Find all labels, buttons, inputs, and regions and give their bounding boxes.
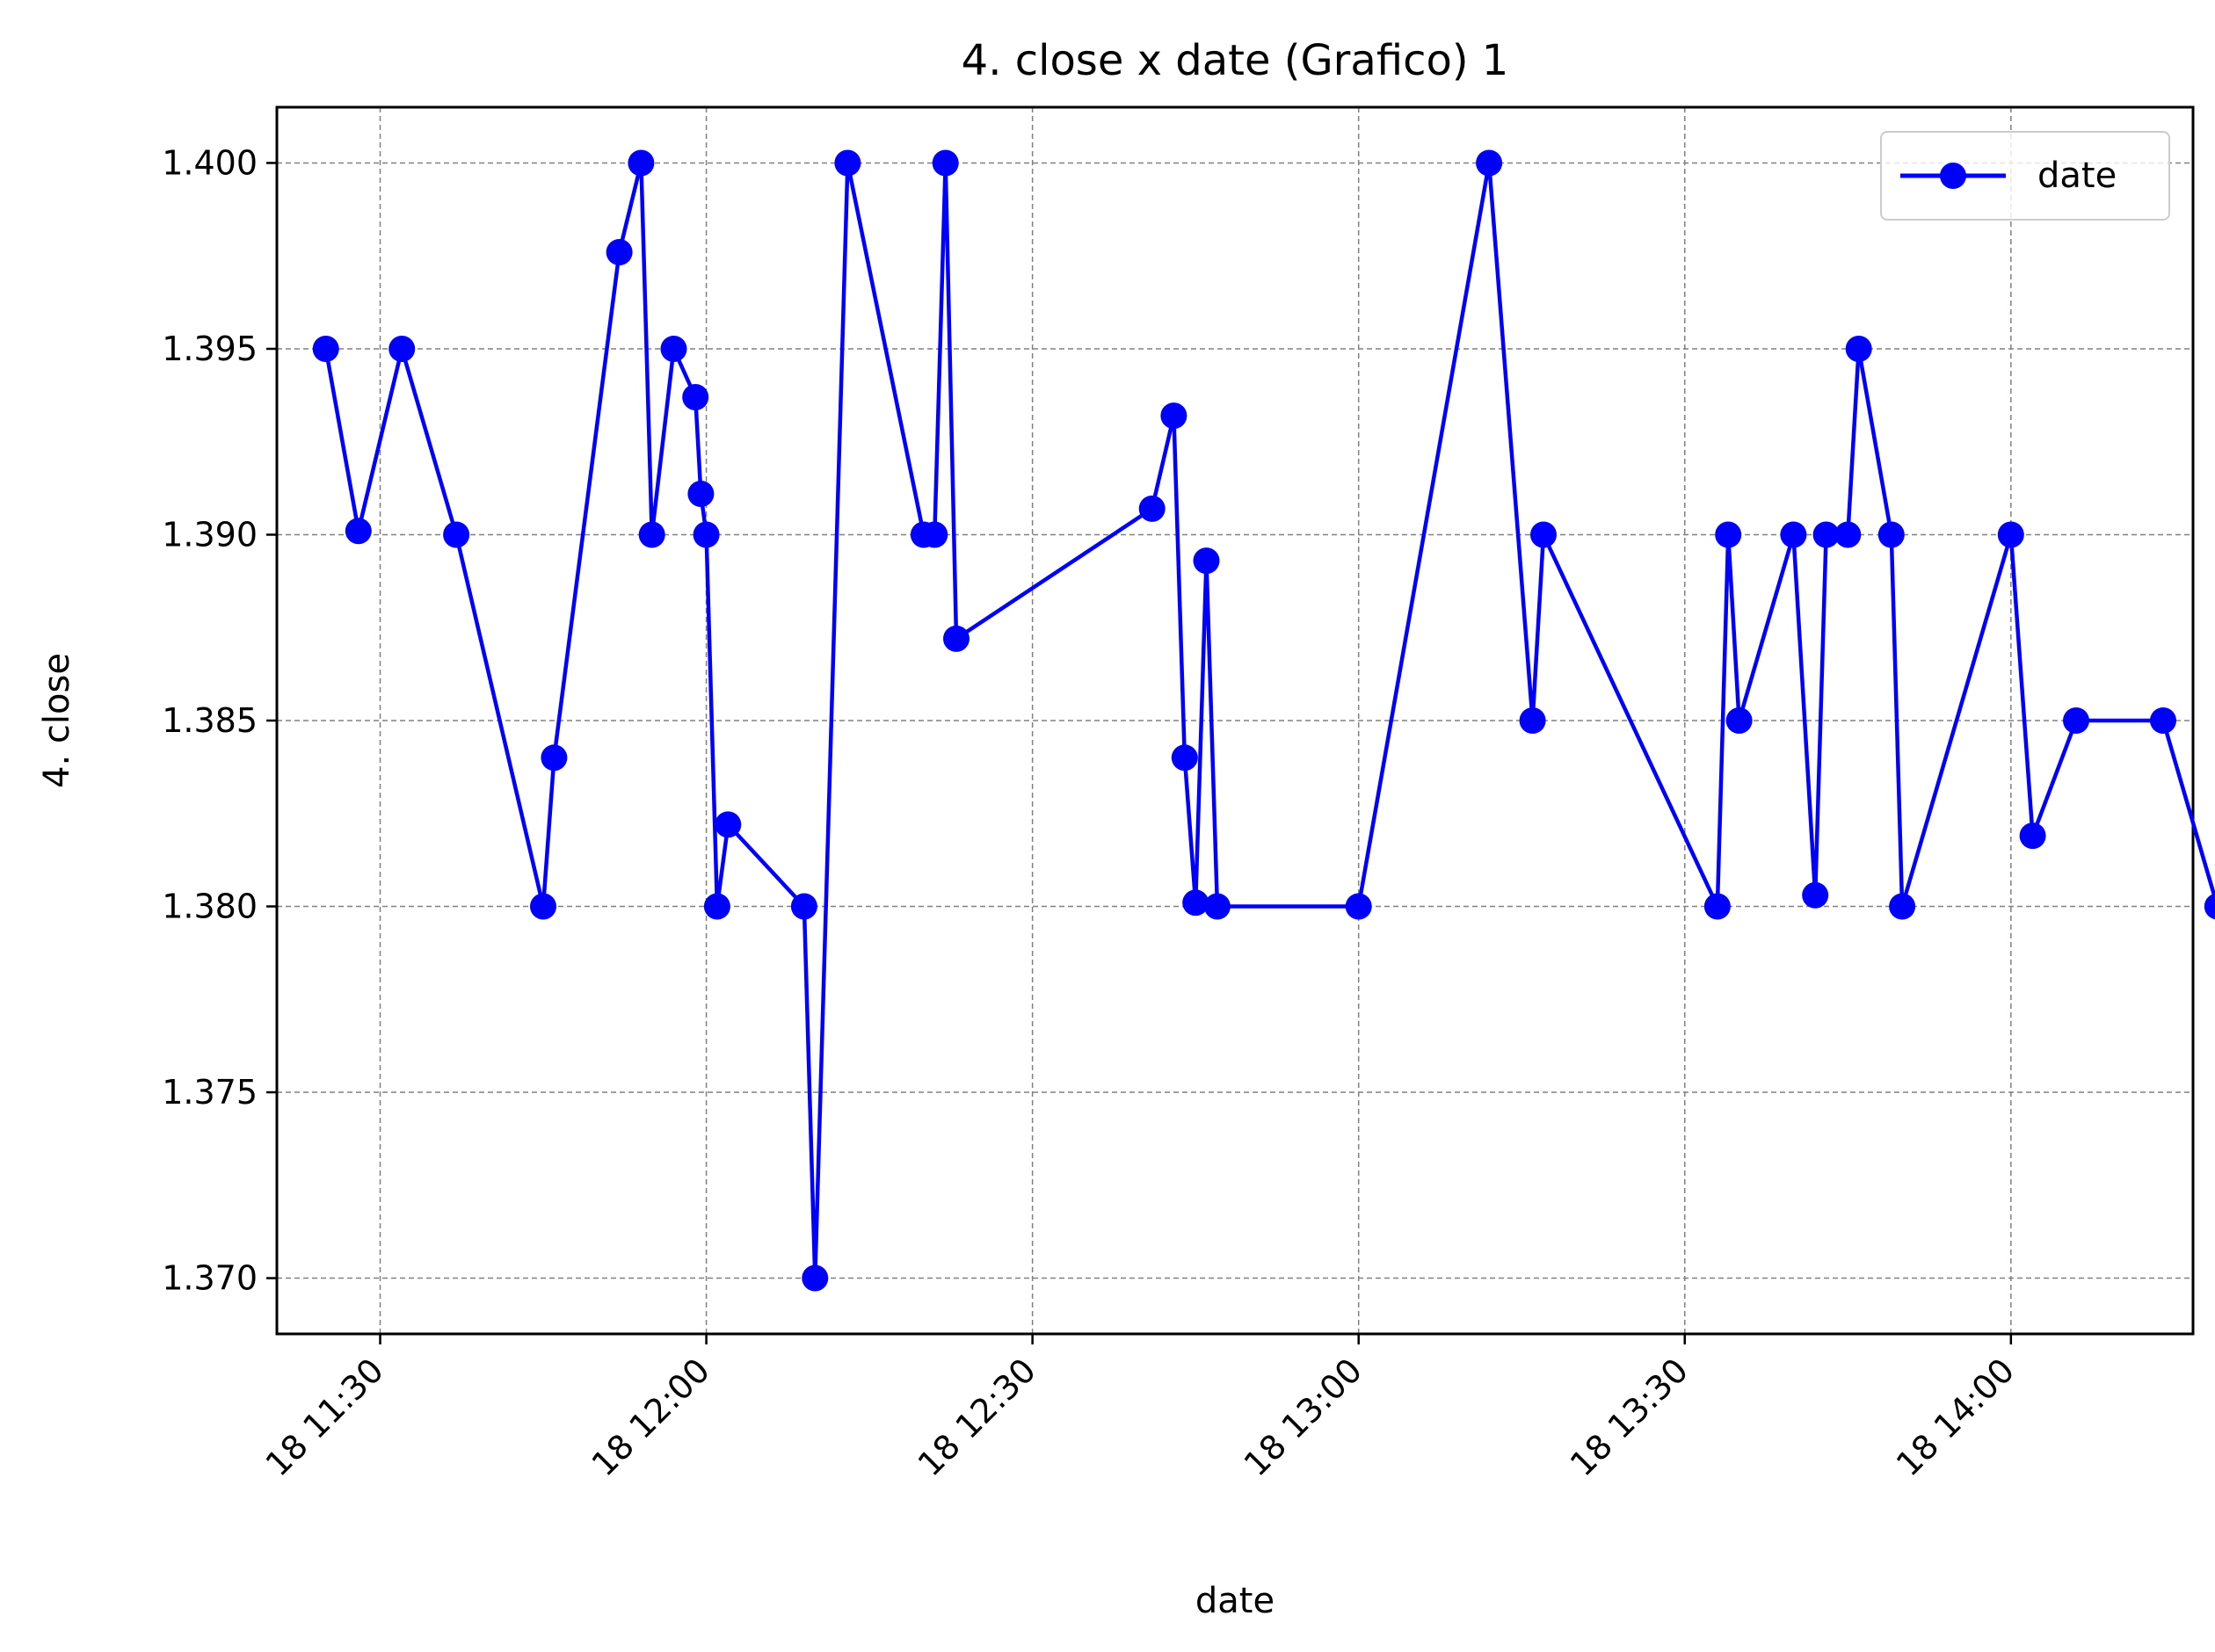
data-point: [2019, 822, 2046, 850]
data-point: [802, 1264, 829, 1292]
data-point: [1193, 547, 1220, 575]
data-point: [541, 744, 568, 772]
y-tick-label: 1.380: [162, 888, 258, 926]
data-point: [1703, 893, 1731, 920]
legend: date: [1880, 131, 2170, 221]
data-point: [628, 149, 655, 177]
data-point: [943, 625, 970, 652]
y-axis-label: 4. close: [37, 653, 77, 788]
grid-lines: [277, 107, 2193, 1334]
data-point: [1530, 521, 1557, 548]
data-point: [1845, 336, 1872, 362]
data-point: [790, 893, 817, 920]
data-point: [1138, 495, 1166, 522]
data-point: [2150, 707, 2176, 734]
data-point: [703, 893, 730, 920]
legend-box: [1880, 131, 2170, 221]
data-point: [1997, 521, 2024, 548]
data-point: [2204, 893, 2215, 920]
data-point: [682, 384, 709, 410]
y-tick-label: 1.375: [162, 1073, 258, 1112]
data-point: [1182, 889, 1209, 917]
data-point: [638, 521, 665, 548]
y-tick-label: 1.385: [162, 701, 258, 740]
data-point: [660, 336, 687, 362]
data-point: [606, 239, 633, 265]
data-point: [1834, 521, 1862, 548]
data-point: [1203, 893, 1231, 920]
y-tick-label: 1.400: [162, 143, 258, 182]
data-point: [693, 521, 720, 548]
chart-title: 4. close x date (Grafico) 1: [962, 36, 1509, 85]
data-point: [1780, 521, 1807, 548]
x-axis-label: date: [1195, 1581, 1275, 1621]
data-point: [1802, 881, 1829, 909]
data-point: [1889, 893, 1916, 920]
data-point: [1877, 521, 1905, 548]
legend-label: date: [2037, 156, 2117, 196]
data-point: [834, 149, 861, 177]
data-point: [443, 521, 470, 548]
data-point: [1715, 521, 1742, 548]
y-tick-label: 1.390: [162, 515, 258, 554]
data-series: [312, 149, 2215, 1292]
data-point: [1171, 744, 1198, 772]
data-point: [389, 336, 416, 362]
data-point: [1725, 707, 1753, 734]
data-point: [1160, 402, 1187, 430]
y-axis-ticks: 1.370 1.375 1.380 1.385 1.390 1.395 1.400: [162, 143, 277, 1298]
data-point: [530, 893, 556, 920]
data-point: [687, 481, 715, 507]
data-point: [312, 336, 339, 362]
y-tick-label: 1.370: [162, 1259, 258, 1298]
data-point: [921, 521, 948, 548]
data-point: [1476, 149, 1503, 177]
data-point: [1519, 707, 1546, 734]
y-tick-label: 1.395: [162, 330, 258, 368]
data-point: [2063, 707, 2089, 734]
data-point: [932, 149, 959, 177]
data-point: [345, 518, 372, 545]
data-point: [1812, 521, 1840, 548]
data-point: [715, 811, 742, 838]
data-point: [1345, 893, 1372, 920]
legend-marker-swatch: [1940, 163, 1966, 189]
